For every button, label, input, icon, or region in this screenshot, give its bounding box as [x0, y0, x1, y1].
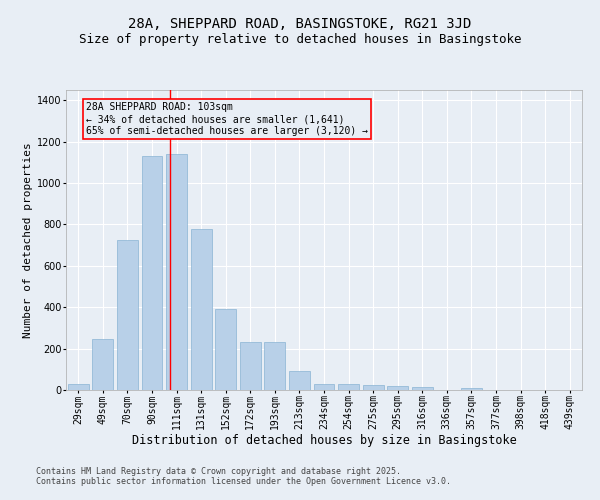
X-axis label: Distribution of detached houses by size in Basingstoke: Distribution of detached houses by size … — [131, 434, 517, 446]
Text: Contains HM Land Registry data © Crown copyright and database right 2025.: Contains HM Land Registry data © Crown c… — [36, 467, 401, 476]
Bar — [240, 342, 261, 390]
Bar — [191, 228, 212, 390]
Y-axis label: Number of detached properties: Number of detached properties — [23, 142, 33, 338]
Bar — [92, 340, 113, 390]
Text: Contains public sector information licensed under the Open Government Licence v3: Contains public sector information licen… — [36, 477, 451, 486]
Bar — [166, 154, 187, 390]
Text: 28A, SHEPPARD ROAD, BASINGSTOKE, RG21 3JD: 28A, SHEPPARD ROAD, BASINGSTOKE, RG21 3J… — [128, 18, 472, 32]
Bar — [265, 342, 286, 390]
Bar — [68, 384, 89, 390]
Bar — [387, 386, 408, 390]
Text: 28A SHEPPARD ROAD: 103sqm
← 34% of detached houses are smaller (1,641)
65% of se: 28A SHEPPARD ROAD: 103sqm ← 34% of detac… — [86, 102, 368, 136]
Bar — [289, 372, 310, 390]
Text: Size of property relative to detached houses in Basingstoke: Size of property relative to detached ho… — [79, 32, 521, 46]
Bar — [314, 384, 334, 390]
Bar — [117, 240, 138, 390]
Bar — [412, 387, 433, 390]
Bar — [142, 156, 163, 390]
Bar — [362, 385, 383, 390]
Bar — [461, 388, 482, 390]
Bar — [215, 310, 236, 390]
Bar — [338, 384, 359, 390]
